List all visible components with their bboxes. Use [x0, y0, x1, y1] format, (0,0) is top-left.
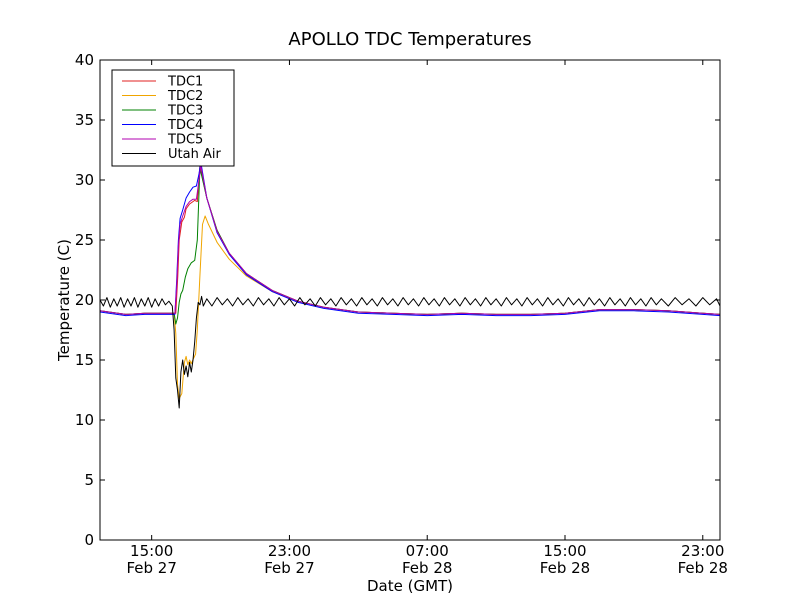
- series-line-tdc5: [100, 165, 720, 315]
- x-tick-time-label: 15:00: [543, 542, 586, 560]
- x-tick-date-label: Feb 27: [126, 559, 176, 577]
- y-axis-label: Temperature (C): [55, 239, 73, 362]
- x-axis-label: Date (GMT): [367, 577, 453, 595]
- legend-label: TDC5: [167, 133, 203, 148]
- y-tick-label: 10: [75, 411, 94, 429]
- y-tick-label: 20: [75, 291, 94, 309]
- legend-label: TDC4: [167, 118, 203, 133]
- legend-label: Utah Air: [168, 147, 221, 162]
- legend-label: TDC3: [167, 104, 203, 119]
- plot-frame: [99, 59, 721, 541]
- series-layer: [100, 161, 720, 409]
- y-tick-label: 35: [75, 111, 94, 129]
- x-tick-date-label: Feb 28: [540, 559, 590, 577]
- chart-title: APOLLO TDC Temperatures: [288, 29, 531, 50]
- x-tick-date-label: Feb 27: [264, 559, 314, 577]
- legend-box: [111, 69, 235, 167]
- y-tick-label: 40: [75, 51, 94, 69]
- y-tick-label: 25: [75, 231, 94, 249]
- x-tick-time-label: 23:00: [268, 542, 311, 560]
- x-tick-date-label: Feb 28: [678, 559, 728, 577]
- legend-label: TDC1: [167, 75, 203, 90]
- x-tick-time-label: 23:00: [681, 542, 724, 560]
- y-tick-label: 30: [75, 171, 94, 189]
- y-tick-label: 5: [84, 471, 94, 489]
- x-tick-time-label: 15:00: [130, 542, 173, 560]
- y-tick-label: 15: [75, 351, 94, 369]
- series-line-utah-air: [100, 295, 720, 409]
- legend-label: TDC2: [167, 89, 203, 104]
- x-tick-date-label: Feb 28: [402, 559, 452, 577]
- x-tick-time-label: 07:00: [406, 542, 449, 560]
- y-tick-label: 0: [84, 531, 94, 549]
